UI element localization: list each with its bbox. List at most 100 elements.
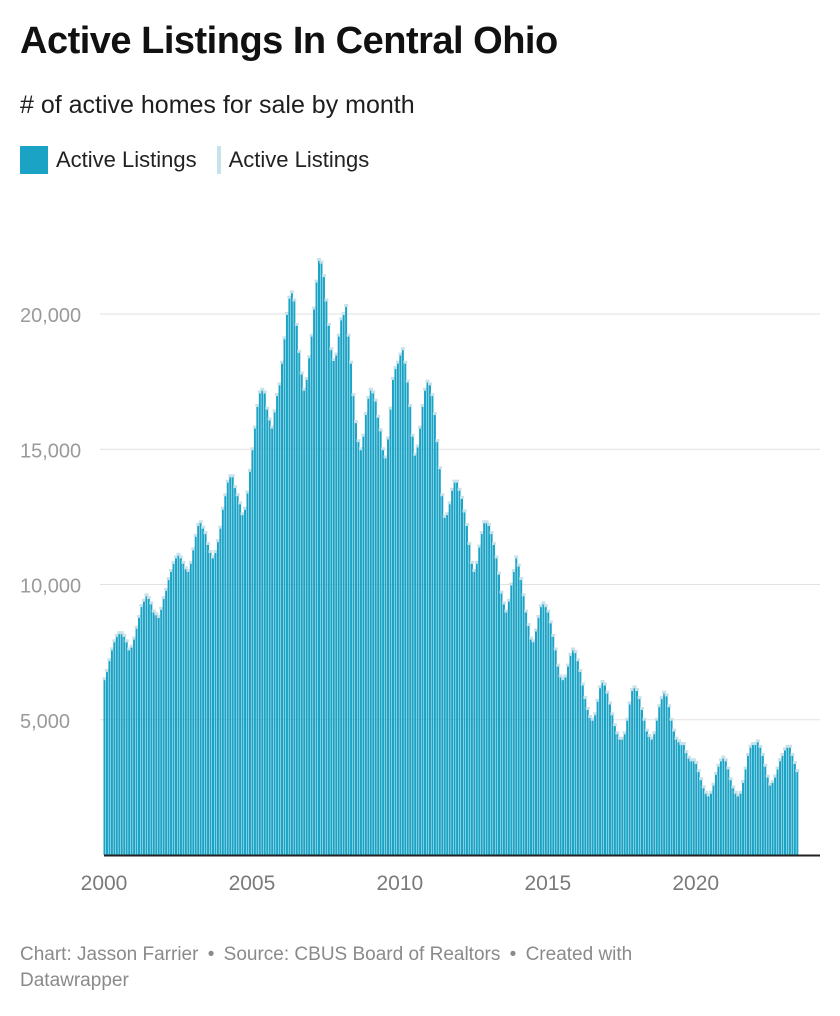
bar [497,573,500,855]
bar [409,405,412,855]
bar-cap [728,777,733,781]
bar-cap [159,606,164,610]
bar-cap [792,761,797,765]
bar [490,533,493,855]
bar [305,378,308,855]
bar-cap [225,479,230,483]
bar-cap [191,547,196,551]
bar [308,357,311,855]
bar [591,719,594,855]
bar [384,457,387,855]
bar-cap [193,533,198,537]
bar [520,579,523,855]
bar-cap [280,360,285,364]
bar-cap [580,682,585,686]
bar [350,362,353,855]
bar-cap [622,731,627,735]
bar [507,600,510,855]
bar [495,557,498,855]
bar [465,524,468,855]
bar [239,503,242,855]
bar [766,776,769,855]
x-tick-label: 2020 [672,872,719,895]
bar [756,741,759,855]
bar-cap [753,742,758,746]
bar-cap [174,555,179,559]
bar-cap [339,317,344,321]
footer-separator: • [207,944,215,965]
bar [500,592,503,855]
bar-cap [260,387,265,391]
bar-cap [383,455,388,459]
bar-cap [257,390,262,394]
bar-cap [415,444,420,448]
bar-cap [437,466,442,470]
bar [248,470,251,855]
bar [576,660,579,855]
bar [318,259,321,855]
bar [394,368,397,855]
bar [431,395,434,855]
bar [426,381,429,855]
bar [502,603,505,855]
bar-cap [637,696,642,700]
bar-cap [506,598,511,602]
bar-cap [299,371,304,375]
bar-cap [499,590,504,594]
bar-cap [388,406,393,410]
bar [786,746,789,855]
bar [623,733,626,855]
bar-cap [395,360,400,364]
bar-cap [302,387,307,391]
bar-cap [782,747,787,751]
bar-cap [119,631,124,635]
bar [246,492,249,855]
bar-cap [681,742,686,746]
bar-cap [632,685,637,689]
bar-cap [124,639,129,643]
bar-cap [356,439,361,443]
bar [719,760,722,855]
bar [692,760,695,855]
bar [357,441,360,855]
bar-cap [755,739,760,743]
bar-cap [336,333,341,337]
bar-cap [496,571,501,575]
bar [379,430,382,855]
bar [783,749,786,855]
bar [727,768,730,855]
bar [687,757,690,855]
bar [293,300,296,856]
bar-cap [723,758,728,762]
bar [263,392,266,855]
bar [335,354,338,855]
bar [135,627,138,855]
bar-cap [324,298,329,302]
bar-cap [243,506,248,510]
bar [478,546,481,855]
bar [559,676,562,855]
bar [779,760,782,855]
bar-cap [536,614,541,618]
bar-cap [575,658,580,662]
bar [125,641,128,855]
bar-cap [117,631,122,635]
bar-cap [238,501,243,505]
bar-cap [529,636,534,640]
bar-cap [154,612,159,616]
bar [273,411,276,855]
bar-cap [435,439,440,443]
bar [374,400,377,855]
bar [401,349,404,855]
bar [697,771,700,855]
bar [707,795,710,855]
bar [537,616,540,855]
bar-cap [733,790,738,794]
bar-cap [455,479,460,483]
bar [234,487,237,855]
bar [586,708,589,855]
bar [604,684,607,855]
bar-cap [487,522,492,526]
bar [322,276,325,855]
bar [781,754,784,855]
